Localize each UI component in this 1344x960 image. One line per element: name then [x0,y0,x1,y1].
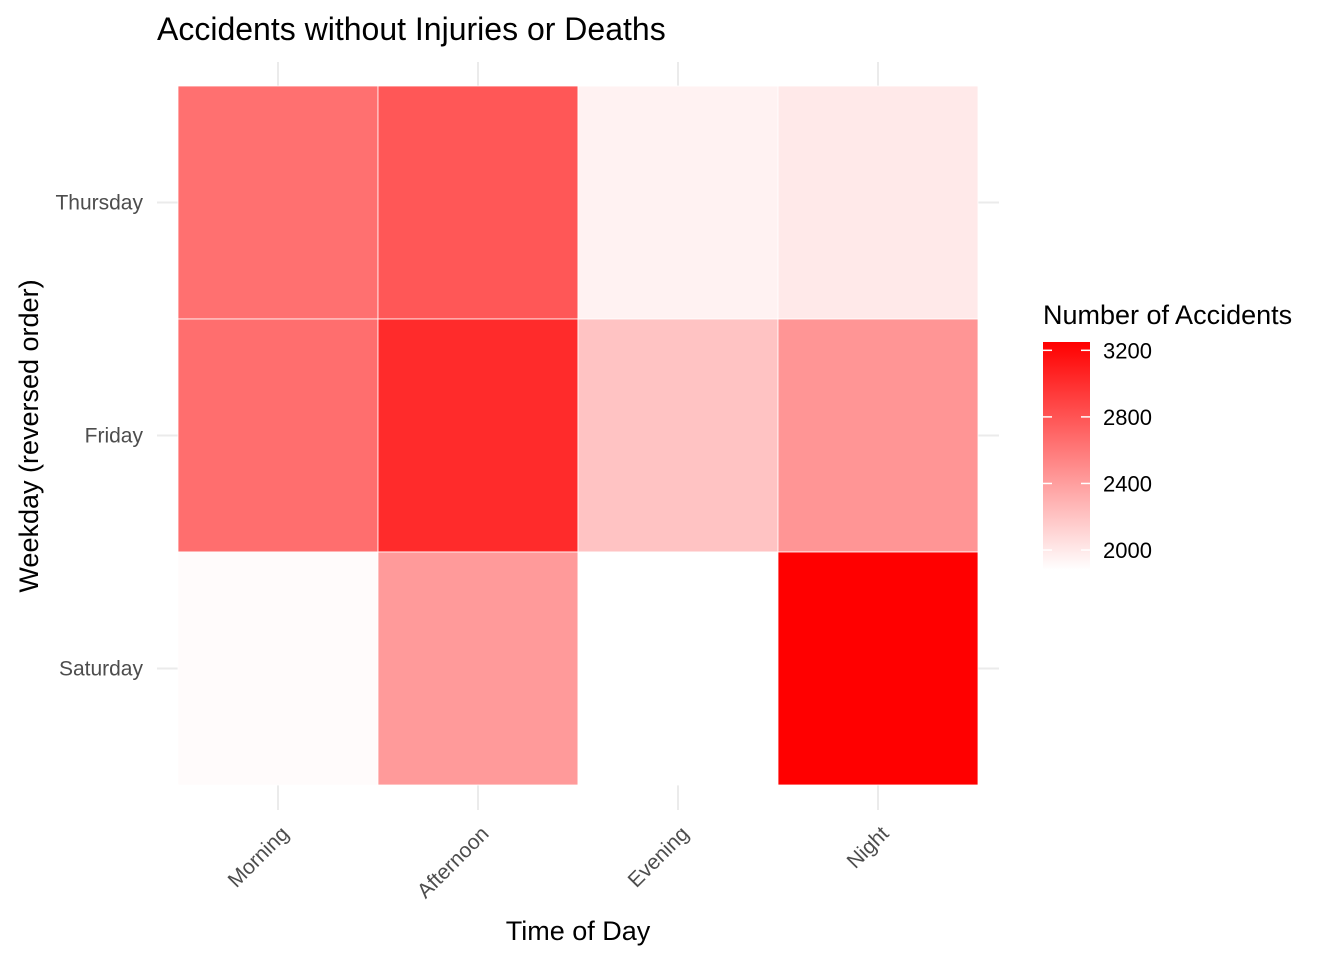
legend-colorbar [1043,342,1090,570]
color-legend: Number of Accidents 2000 2400 2800 3200 [1043,300,1292,570]
x-axis-label: Time of Day [506,916,651,946]
heatmap-cell [377,318,579,553]
heatmap-cell [777,551,979,786]
heatmap-cell [577,85,779,320]
legend-tick-label: 3200 [1103,338,1152,363]
heatmap-cell [577,318,779,553]
x-tick-label: Evening [624,822,694,892]
chart-title: Accidents without Injuries or Deaths [157,11,666,47]
heatmap-cell [777,85,979,320]
heatmap-cell [377,551,579,786]
legend-title: Number of Accidents [1043,300,1292,330]
y-axis-ticks: Thursday Friday Saturday [55,192,143,681]
legend-tick-label: 2000 [1103,538,1152,563]
x-tick-label: Morning [224,822,294,892]
heatmap-cell [777,318,979,553]
y-tick-label: Saturday [59,658,144,681]
x-tick-label: Afternoon [413,822,494,903]
legend-ticks: 2000 2400 2800 3200 [1043,338,1152,563]
heatmap-cell [377,85,579,320]
y-tick-label: Thursday [55,192,143,215]
x-axis-ticks: Morning Afternoon Evening Night [224,822,894,903]
y-axis-label: Weekday (reversed order) [14,279,44,592]
heatmap-cell [177,85,379,320]
legend-tick-label: 2800 [1103,405,1152,430]
legend-tick-label: 2400 [1103,471,1152,496]
heatmap-cells [177,85,979,786]
y-tick-label: Friday [85,425,144,448]
x-tick-label: Night [843,822,894,873]
heatmap-cell [177,551,379,786]
heatmap-cell [177,318,379,553]
heatmap-cell [577,551,779,786]
